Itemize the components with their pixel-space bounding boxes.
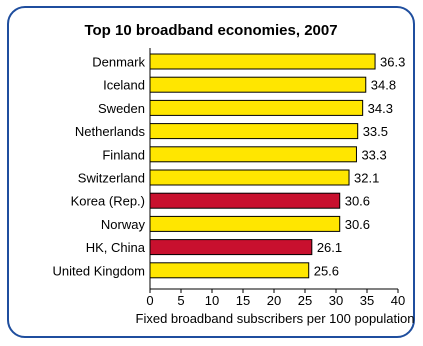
- value-label-norway: 30.6: [345, 217, 370, 232]
- value-label-netherlands: 33.5: [363, 124, 388, 139]
- bar-korea-rep: [149, 192, 341, 209]
- value-label-united-kingdom: 25.6: [314, 263, 339, 278]
- value-label-sweden: 34.3: [368, 101, 393, 116]
- bar-denmark: [149, 53, 376, 70]
- bar-iceland: [149, 76, 367, 93]
- bar-norway: [149, 215, 341, 232]
- category-label-netherlands: Netherlands: [75, 124, 146, 139]
- value-label-iceland: 34.8: [371, 78, 396, 93]
- category-label-hk-china: HK, China: [86, 240, 146, 255]
- bar-finland: [149, 146, 357, 163]
- axes-group: 0 5 10 15 20 25 30 35 40: [146, 48, 405, 308]
- category-label-finland: Finland: [102, 147, 145, 162]
- bar-sweden: [149, 99, 364, 116]
- category-label-sweden: Sweden: [98, 101, 145, 116]
- category-label-norway: Norway: [101, 217, 146, 232]
- category-label-denmark: Denmark: [92, 55, 145, 70]
- x-axis-label: Fixed broadband subscribers per 100 popu…: [136, 311, 415, 326]
- category-label-korea-rep: Korea (Rep.): [71, 194, 145, 209]
- x-tick-label-10: 10: [205, 293, 219, 308]
- value-label-hk-china: 26.1: [317, 240, 342, 255]
- x-tick-label-5: 5: [177, 293, 184, 308]
- x-tick-label-25: 25: [298, 293, 312, 308]
- x-tick-label-30: 30: [329, 293, 343, 308]
- x-tick-label-20: 20: [267, 293, 281, 308]
- category-labels: Denmark Iceland Sweden Netherlands Finland Sw…: [53, 55, 146, 279]
- category-label-switzerland: Switzerland: [78, 171, 145, 186]
- value-label-korea-rep: 30.6: [345, 194, 370, 209]
- value-label-switzerland: 32.1: [354, 171, 379, 186]
- category-label-iceland: Iceland: [103, 78, 145, 93]
- chart-title: Top 10 broadband economies, 2007: [84, 22, 338, 39]
- bar-netherlands: [149, 123, 359, 140]
- value-labels: 36.334.834.333.533.332.130.630.626.125.6: [314, 55, 406, 279]
- bar-united-kingdom: [149, 262, 310, 279]
- value-label-denmark: 36.3: [380, 55, 405, 70]
- x-tick-label-0: 0: [146, 293, 153, 308]
- x-tick-label-15: 15: [236, 293, 250, 308]
- x-tick-label-35: 35: [360, 293, 374, 308]
- bar-hk-china: [149, 239, 313, 256]
- value-label-finland: 33.3: [361, 147, 386, 162]
- bar-switzerland: [149, 169, 350, 186]
- x-tick-label-40: 40: [391, 293, 405, 308]
- category-label-united-kingdom: United Kingdom: [53, 263, 146, 278]
